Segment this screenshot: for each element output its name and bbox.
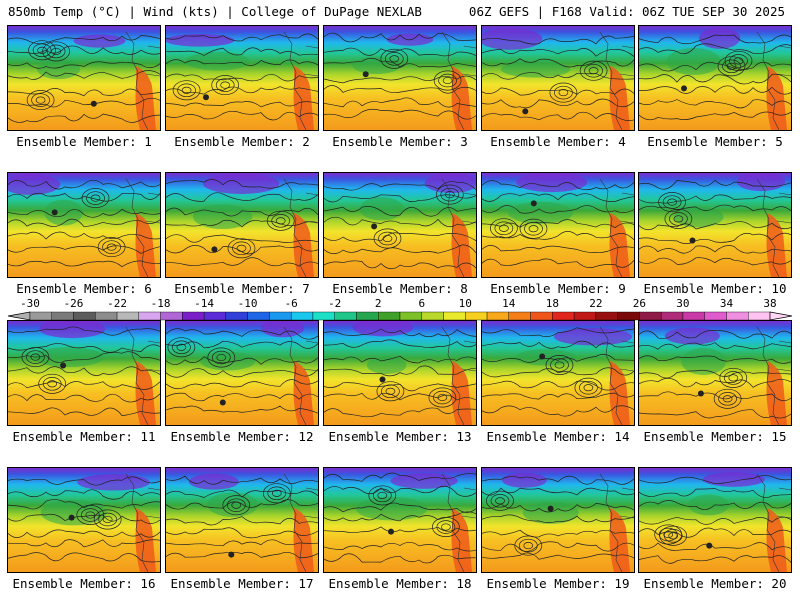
colorbar-swatch xyxy=(726,311,749,321)
colorbar-swatch xyxy=(51,311,74,321)
colorbar-tick-label: 10 xyxy=(459,297,472,310)
ensemble-member-label: Ensemble Member: 19 xyxy=(486,576,630,591)
ensemble-member-label: Ensemble Member: 2 xyxy=(174,134,310,149)
colorbar-tick-label: -30 xyxy=(20,297,40,310)
colorbar-swatch xyxy=(95,311,118,321)
ensemble-member-map xyxy=(7,467,161,573)
ensemble-member-map xyxy=(7,25,161,131)
colorbar-min-arrow xyxy=(7,311,31,321)
colorbar-tick-label: 30 xyxy=(676,297,689,310)
chart-title: 850mb Temp (°C) | Wind (kts) | College o… xyxy=(8,4,422,19)
colorbar-tick-label: 26 xyxy=(633,297,646,310)
colorbar-swatch xyxy=(508,311,531,321)
colorbar-tick-label: -18 xyxy=(151,297,171,310)
ensemble-member-map xyxy=(165,25,319,131)
colorbar-tick-label: 18 xyxy=(546,297,559,310)
ensemble-member-map xyxy=(165,172,319,278)
colorbar-swatch xyxy=(116,311,140,321)
colorbar-swatch xyxy=(160,311,183,321)
ensemble-member-label: Ensemble Member: 15 xyxy=(643,429,787,444)
colorbar-swatch xyxy=(465,311,488,321)
ensemble-member-label: Ensemble Member: 16 xyxy=(12,576,156,591)
ensemble-member-map xyxy=(481,25,635,131)
colorbar-max-arrow xyxy=(769,311,793,321)
ensemble-member-map xyxy=(638,25,792,131)
ensemble-member-label: Ensemble Member: 5 xyxy=(647,134,783,149)
ensemble-member-map xyxy=(638,467,792,573)
colorbar-swatch xyxy=(617,311,640,321)
ensemble-member-map xyxy=(638,172,792,278)
ensemble-member-label: Ensemble Member: 10 xyxy=(643,281,787,296)
ensemble-member-map xyxy=(481,320,635,426)
colorbar-tick-label: -2 xyxy=(328,297,341,310)
ensemble-member-map xyxy=(481,172,635,278)
colorbar-swatch xyxy=(290,311,314,321)
colorbar-swatch xyxy=(530,311,553,321)
colorbar-tick-label: -22 xyxy=(107,297,127,310)
colorbar-swatch xyxy=(73,311,96,321)
colorbar-swatch xyxy=(378,311,401,321)
colorbar-tick-label: 14 xyxy=(502,297,516,310)
ensemble-member-map xyxy=(7,320,161,426)
colorbar-swatch xyxy=(203,311,227,321)
colorbar-swatch xyxy=(704,311,727,321)
ensemble-member-map xyxy=(165,320,319,426)
ensemble-member-map xyxy=(323,320,477,426)
ensemble-member-map xyxy=(323,467,477,573)
colorbar-tick-label: -14 xyxy=(194,297,214,310)
colorbar-tick-label: -10 xyxy=(238,297,258,310)
ensemble-member-label: Ensemble Member: 13 xyxy=(328,429,472,444)
ensemble-member-map xyxy=(323,25,477,131)
colorbar-tick-label: 6 xyxy=(418,297,425,310)
ensemble-member-label: Ensemble Member: 6 xyxy=(16,281,152,296)
ensemble-member-label: Ensemble Member: 3 xyxy=(332,134,468,149)
colorbar-swatch xyxy=(573,311,597,321)
colorbar-tick-label: 22 xyxy=(589,297,602,310)
colorbar-swatch xyxy=(225,311,248,321)
ensemble-member-label: Ensemble Member: 9 xyxy=(490,281,626,296)
colorbar-swatch xyxy=(312,311,335,321)
ensemble-member-map xyxy=(323,172,477,278)
colorbar-swatch xyxy=(639,311,662,321)
ensemble-member-label: Ensemble Member: 20 xyxy=(643,576,787,591)
ensemble-member-label: Ensemble Member: 12 xyxy=(170,429,314,444)
colorbar-swatch xyxy=(682,311,705,321)
ensemble-member-label: Ensemble Member: 8 xyxy=(332,281,468,296)
colorbar-swatch xyxy=(182,311,205,321)
ensemble-member-label: Ensemble Member: 1 xyxy=(16,134,152,149)
run-valid-time: 06Z GEFS | F168 Valid: 06Z TUE SEP 30 20… xyxy=(468,4,785,19)
colorbar-tick-label: 38 xyxy=(763,297,776,310)
ensemble-member-label: Ensemble Member: 7 xyxy=(174,281,310,296)
ensemble-member-map xyxy=(481,467,635,573)
colorbar-swatch xyxy=(29,311,52,321)
ensemble-member-label: Ensemble Member: 18 xyxy=(328,576,472,591)
colorbar-swatch xyxy=(138,311,161,321)
ensemble-member-label: Ensemble Member: 4 xyxy=(490,134,626,149)
colorbar-swatch xyxy=(421,311,444,321)
colorbar-swatch xyxy=(443,311,466,321)
ensemble-member-map xyxy=(165,467,319,573)
ensemble-member-label: Ensemble Member: 17 xyxy=(170,576,314,591)
ensemble-member-map xyxy=(638,320,792,426)
ensemble-member-label: Ensemble Member: 11 xyxy=(12,429,156,444)
colorbar-tick-label: -26 xyxy=(64,297,84,310)
colorbar-swatch xyxy=(334,311,357,321)
colorbar-swatch xyxy=(552,311,575,321)
colorbar-swatch xyxy=(247,311,270,321)
ensemble-member-map xyxy=(7,172,161,278)
colorbar-tick-label: 2 xyxy=(375,297,382,310)
colorbar-tick-label: 34 xyxy=(720,297,734,310)
colorbar-swatch xyxy=(269,311,292,321)
colorbar-swatch xyxy=(748,311,771,321)
colorbar-swatch xyxy=(356,311,379,321)
temperature-colorbar: -30 -26 -22 -18 -14 -10 -6 -2 2 6 10 14 18 22 26 30 34 38… xyxy=(7,297,793,321)
colorbar-swatch xyxy=(399,311,422,321)
colorbar-swatch xyxy=(660,311,684,321)
colorbar-swatch xyxy=(595,311,618,321)
colorbar-swatch xyxy=(486,311,510,321)
ensemble-member-label: Ensemble Member: 14 xyxy=(486,429,630,444)
colorbar-tick-label: -6 xyxy=(285,297,298,310)
